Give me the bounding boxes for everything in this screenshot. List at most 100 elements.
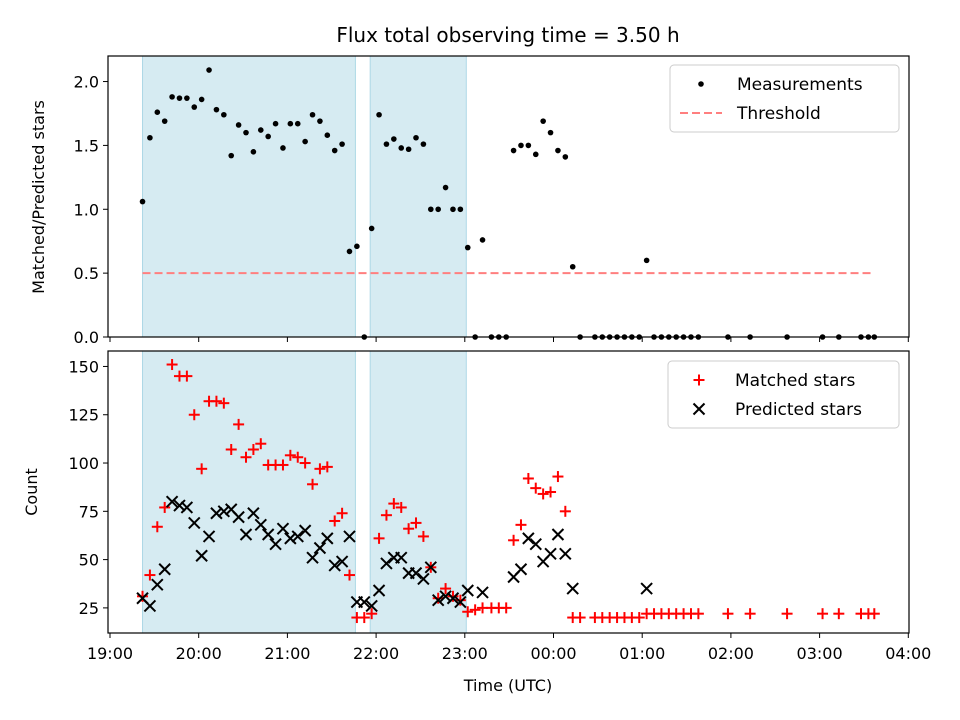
measurement-point [547, 129, 554, 136]
observing-window-2 [369, 55, 467, 338]
predicted-star-point [335, 555, 349, 568]
measurement-point [176, 95, 183, 101]
measurement-point [184, 95, 190, 101]
predicted-star-point [210, 507, 223, 520]
x-tick-label: 21:00 [264, 644, 310, 663]
x-tick-label: 22:00 [353, 644, 399, 663]
predicted-star-point [261, 528, 275, 541]
top-y-tick-label: 0.5 [74, 264, 99, 283]
predicted-star-point-b [276, 522, 290, 535]
measurement-point [169, 94, 175, 100]
matched-star-point [410, 517, 422, 529]
predicted-star-point-b [544, 547, 557, 561]
matched-star-point [255, 438, 267, 450]
predicted-star-point-b [559, 547, 572, 561]
predicted-star-point [158, 563, 171, 576]
predicted-star-point [306, 551, 319, 564]
measurement-point [213, 106, 220, 113]
predicted-star-point [202, 530, 216, 543]
predicted-star-point [431, 593, 445, 607]
matched-star-point [633, 612, 645, 624]
predicted-star-point-b [136, 592, 149, 605]
matched-star-point [166, 359, 178, 371]
predicted-star-point-b [284, 532, 297, 545]
matched-star-point [395, 501, 407, 513]
matched-star-point [329, 515, 341, 527]
x-tick-label: 23:00 [442, 644, 488, 663]
measurement-point [383, 141, 390, 147]
measurement-point [420, 141, 427, 147]
measurement-point [427, 206, 434, 213]
x-tick-label: 20:00 [176, 644, 222, 663]
measurement-point [228, 152, 235, 159]
predicted-star-point-b [424, 561, 438, 574]
predicted-star-point [380, 557, 393, 570]
predicted-star-point [276, 522, 290, 535]
matched-star-point [508, 534, 520, 546]
predicted-star-point-b [254, 518, 267, 532]
top-y-tick-label: 0.0 [74, 328, 99, 347]
measurement-point [435, 206, 441, 213]
matched-star-point [321, 461, 333, 473]
measurement-point [250, 148, 257, 155]
predicted-star-point [640, 582, 653, 595]
predicted-star-point [454, 595, 467, 609]
measurement-point [265, 133, 271, 140]
top-legend: Measurements Threshold [669, 64, 900, 133]
matched-star-point [144, 569, 156, 581]
matched-star-point [299, 457, 311, 469]
matched-star-point [545, 486, 557, 498]
measurement-point [309, 111, 316, 118]
predicted-star-point-b [417, 572, 430, 586]
predicted-star-point-b [180, 501, 194, 514]
measurement-point [198, 96, 205, 103]
predicted-star-point [461, 584, 474, 597]
predicted-star-point-b [210, 507, 223, 520]
bottom-plot-frame [107, 350, 910, 634]
measurement-point [510, 147, 517, 154]
matched-star-point [537, 488, 549, 500]
measurement-point [235, 122, 242, 128]
observing-windows-bottom [142, 350, 467, 634]
matched-star-point [159, 501, 171, 513]
predicted-star-point-b [566, 582, 579, 595]
predicted-star-point-b [551, 528, 565, 541]
x-tick-label: 01:00 [619, 644, 665, 663]
predicted-star-point [313, 541, 327, 555]
matched-star-point [314, 463, 326, 475]
matched-star-point [417, 530, 429, 542]
predicted-star-point-b [225, 503, 238, 516]
predicted-star-point [551, 528, 565, 541]
matched-star-point [181, 370, 193, 382]
measurement-point [161, 118, 168, 124]
matched-star-point [343, 569, 355, 581]
predicted-star-point-b [431, 593, 445, 607]
legend-threshold-label: Threshold [736, 104, 821, 124]
matched-star-point [530, 482, 542, 494]
matched-star-point [284, 449, 296, 461]
matched-star-point [218, 397, 230, 409]
x-tick-label: 03:00 [797, 644, 843, 663]
top-y-axis-label: Matched/Predicted stars [29, 100, 48, 294]
measurement-point [540, 118, 546, 124]
measurement-point [243, 129, 249, 136]
matched-star-point [454, 594, 466, 606]
legend-cross-b [692, 402, 706, 416]
matched-star-point [336, 507, 348, 519]
x-tick-label: 02:00 [708, 644, 754, 663]
matched-star-point [559, 505, 571, 517]
predicted-star-point-b [173, 499, 186, 512]
predicted-star-point [298, 524, 312, 537]
predicted-star-point-b [188, 516, 201, 530]
predicted-star-point [417, 572, 430, 586]
predicted-star-point [291, 530, 304, 543]
predicted-star-point [514, 563, 528, 576]
bottom-panel: 19:00 20:00 21:00 22:00 23:00 00:00 01:00 02:00… [22, 350, 931, 695]
x-tick-label: 00:00 [530, 644, 576, 663]
matched-star-point [462, 606, 474, 618]
matched-star-point [307, 478, 319, 490]
matched-star-point [552, 471, 564, 483]
predicted-star-point [143, 599, 157, 613]
predicted-star-point [180, 501, 194, 514]
predicted-star-point-b [261, 528, 275, 541]
